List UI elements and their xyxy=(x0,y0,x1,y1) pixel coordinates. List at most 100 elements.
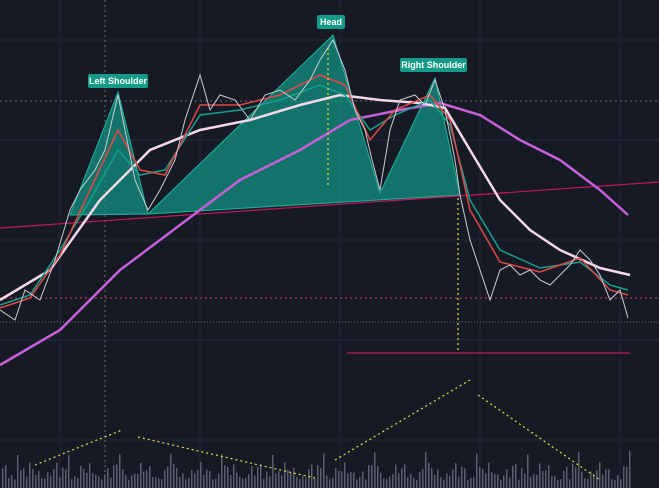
volume-bar xyxy=(437,469,439,488)
volume-bar xyxy=(140,462,142,488)
volume-bar xyxy=(560,479,562,488)
volume-bar xyxy=(272,454,274,488)
volume-bar xyxy=(476,453,478,488)
moving-average-fast xyxy=(0,84,629,306)
volume-bar xyxy=(128,479,130,488)
volume-bar xyxy=(311,464,313,488)
volume-bar xyxy=(2,468,4,488)
volume-bar xyxy=(215,478,217,488)
volume-bar xyxy=(554,476,556,488)
volume-bar xyxy=(293,467,295,488)
volume-bar xyxy=(197,469,199,488)
volume-bar xyxy=(206,469,208,488)
volume-bar xyxy=(188,478,190,488)
volume-bar xyxy=(620,479,622,488)
volume-bar xyxy=(341,471,343,488)
volume-bar xyxy=(491,472,493,488)
volume-bar xyxy=(500,479,502,488)
volume-bar xyxy=(308,469,310,488)
volume-bar xyxy=(626,466,628,488)
label-head: Head xyxy=(317,15,345,29)
volume-bar xyxy=(236,472,238,488)
moving-average-short xyxy=(0,74,629,309)
volume-bar xyxy=(575,467,577,488)
volume-bar xyxy=(239,476,241,488)
volume-bar xyxy=(266,471,268,488)
volume-bar xyxy=(317,465,319,488)
volume-bar xyxy=(350,471,352,488)
volume-bar xyxy=(245,478,247,488)
volume-bar xyxy=(146,470,148,488)
volume-bar xyxy=(212,479,214,488)
volume-bar xyxy=(284,462,286,488)
volume-bar xyxy=(131,475,133,488)
volume-bar xyxy=(233,464,235,488)
volume-bar xyxy=(503,475,505,488)
volume-bar xyxy=(29,462,31,488)
volume-bar xyxy=(425,452,427,488)
volume-bar xyxy=(611,479,613,488)
volume-bar xyxy=(512,465,514,488)
volume-bar xyxy=(41,478,43,488)
volume-bar xyxy=(506,469,508,488)
volume-bar xyxy=(191,469,193,488)
volume-bar xyxy=(194,473,196,488)
volume-bar xyxy=(287,469,289,488)
volume-bar xyxy=(452,469,454,488)
volume-bar xyxy=(26,476,28,488)
volume-bar xyxy=(170,453,172,488)
volume-bar xyxy=(419,471,421,488)
arrow xyxy=(137,436,316,479)
volume-bar xyxy=(461,467,463,488)
neckline xyxy=(0,181,659,229)
volume-bar xyxy=(533,474,535,488)
volume-bar xyxy=(353,472,355,488)
volume-bar xyxy=(374,452,376,488)
volume-bar xyxy=(395,464,397,488)
volume-bar xyxy=(629,450,631,488)
volume-bar xyxy=(137,474,139,488)
volume-bar xyxy=(344,462,346,488)
volume-bar xyxy=(110,477,112,488)
volume-bar xyxy=(524,473,526,488)
volume-bar xyxy=(116,464,118,488)
label-text: Left Shoulder xyxy=(89,76,147,86)
volume-bar xyxy=(323,453,325,488)
volume-bar xyxy=(167,466,169,488)
volume-bar xyxy=(332,477,334,488)
volume-bar xyxy=(47,472,49,488)
volume-bar xyxy=(407,477,409,488)
volume-bar xyxy=(377,466,379,488)
volume-bar xyxy=(485,473,487,488)
volume-bar xyxy=(482,468,484,488)
volume-bar xyxy=(152,477,154,488)
volume-bar xyxy=(614,479,616,488)
volume-bar xyxy=(518,479,520,488)
volume-bar xyxy=(185,479,187,488)
volume-bar xyxy=(422,468,424,488)
volume-bar xyxy=(71,479,73,488)
volume-bar xyxy=(557,479,559,488)
volume-bar xyxy=(269,476,271,488)
volume-bar xyxy=(251,466,253,488)
volume-bar xyxy=(509,477,511,488)
volume-bar xyxy=(446,473,448,488)
volume-bar xyxy=(338,471,340,488)
volume-bar xyxy=(380,472,382,488)
volume-bar xyxy=(83,468,85,488)
volume-bar xyxy=(32,468,34,488)
volume-bar xyxy=(335,468,337,488)
volume xyxy=(2,450,631,488)
volume-bar xyxy=(365,479,367,488)
volume-bar xyxy=(536,474,538,488)
volume-bar xyxy=(62,467,64,488)
volume-bar xyxy=(572,463,574,488)
volume-bar xyxy=(53,468,55,488)
volume-bar xyxy=(86,472,88,488)
volume-bar xyxy=(416,479,418,488)
volume-bar xyxy=(161,479,163,488)
volume-bar xyxy=(95,474,97,488)
volume-bar xyxy=(263,478,265,488)
volume-bar xyxy=(386,479,388,488)
